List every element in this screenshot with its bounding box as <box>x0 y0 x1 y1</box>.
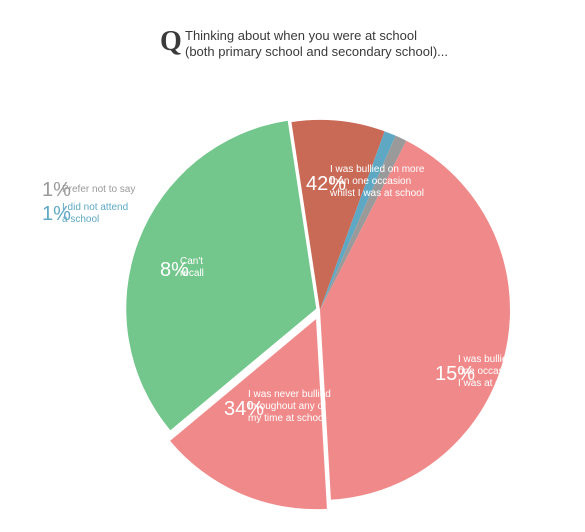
pie-chart: Q Thinking about when you were at school… <box>0 0 585 532</box>
question-line1: Thinking about when you were at school <box>185 28 417 43</box>
label-did_not_attend-line1: a school <box>62 214 99 225</box>
label-never_bullied-line2: my time at school <box>248 413 326 424</box>
label-never_bullied-line0: I was never bullied <box>248 389 331 400</box>
label-bullied_multiple-line2: whilst I was at school <box>329 188 424 199</box>
label-did_not_attend-line0: I did not attend <box>62 202 128 213</box>
question-letter: Q <box>160 26 182 57</box>
label-bullied_once-line1: one occasion whilst <box>458 366 545 377</box>
question-line2: (both primary school and secondary schoo… <box>185 44 448 59</box>
label-bullied_once-line0: I was bullied on <box>458 354 527 365</box>
label-never_bullied-line1: throughout any of <box>248 401 326 412</box>
label-cant_recall-line0: Can't <box>180 256 203 267</box>
label-bullied_multiple-line0: I was bullied on more <box>330 164 425 175</box>
label-prefer_not_say-line0: Prefer not to say <box>62 184 135 195</box>
label-cant_recall-line1: recall <box>180 268 204 279</box>
label-bullied_once-line2: I was at school <box>458 378 524 389</box>
label-bullied_multiple-line1: than one occasion <box>330 176 411 187</box>
